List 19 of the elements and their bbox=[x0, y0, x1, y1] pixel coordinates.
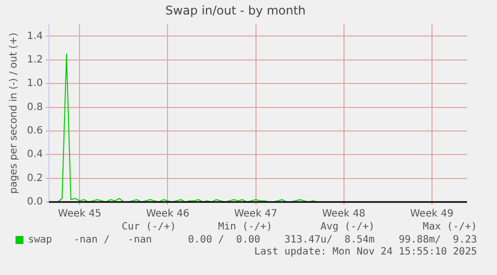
y-tick-label: 1.0 bbox=[26, 78, 43, 90]
y-tick-label: 0.0 bbox=[26, 196, 43, 208]
y-tick-label: 0.8 bbox=[26, 102, 43, 113]
y-tick-label: 0.6 bbox=[26, 126, 43, 137]
x-tick-label: Week 49 bbox=[410, 208, 454, 220]
y-axis-title: pages per second in (-) / out (+) bbox=[8, 32, 20, 194]
chart-title: Swap in/out - by month bbox=[165, 3, 306, 18]
x-tick-label: Week 47 bbox=[234, 208, 278, 220]
x-tick-label: Week 48 bbox=[322, 208, 366, 220]
legend-label: swap bbox=[28, 234, 52, 246]
x-tick-label: Week 45 bbox=[58, 208, 102, 220]
text: Last update: Mon Nov 24 15:55:10 2025 bbox=[254, 246, 477, 258]
text: Cur (-/+) Min (-/+) Avg (-/+) Max (-/+) bbox=[122, 222, 477, 233]
y-tick-label: 0.4 bbox=[26, 149, 43, 160]
y-tick-label: 1.4 bbox=[26, 30, 43, 42]
x-tick-label: Week 46 bbox=[146, 208, 190, 220]
text: -nan / -nan 0.00 / 0.00 313.47u/ 8.54m 99.88m/ 9.23 bbox=[74, 234, 477, 246]
y-tick-label: 1.2 bbox=[26, 54, 43, 66]
y-tick-label: 0.2 bbox=[26, 172, 43, 184]
